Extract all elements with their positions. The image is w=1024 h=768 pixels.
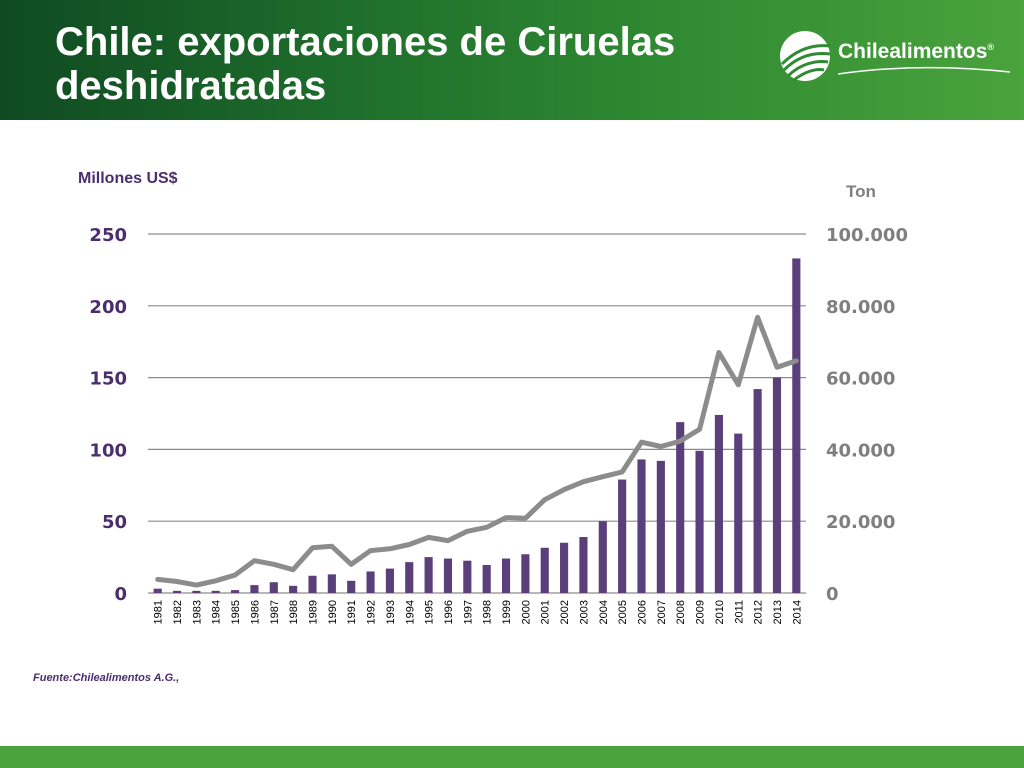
x-tick-label: 2007 — [656, 600, 668, 624]
bar — [192, 590, 201, 593]
bar — [211, 590, 220, 593]
x-tick-label: 2001 — [540, 600, 552, 624]
x-tick-label: 1981 — [153, 600, 165, 624]
bar — [734, 433, 743, 593]
x-tick-label: 1990 — [327, 600, 339, 624]
x-tick-label: 1985 — [230, 600, 242, 624]
y-ticks-right: 0 20.000 40.000 60.000 80.000 100.000 — [826, 225, 908, 605]
x-tick-label: 2002 — [559, 600, 571, 624]
x-tick-label: 1984 — [211, 600, 223, 624]
bar — [579, 536, 588, 593]
x-tick-label: 1994 — [404, 600, 416, 624]
x-tick-label: 1995 — [424, 600, 436, 624]
bar — [347, 580, 356, 593]
x-tick-label: 1988 — [288, 600, 300, 624]
x-tick-label: 2000 — [520, 600, 532, 624]
y-tick-label-right: 20.000 — [826, 512, 895, 533]
y-tick-label-right: 40.000 — [826, 440, 895, 461]
y-tick-label-left: 200 — [89, 297, 127, 318]
x-tick-label: 1982 — [172, 600, 184, 624]
y-ticks-left: 0 50 100 150 200 250 — [89, 225, 127, 605]
x-tick-label: 1997 — [462, 600, 474, 624]
bar — [753, 389, 762, 593]
y-tick-label-right: 60.000 — [826, 369, 895, 390]
logo-globe-icon — [780, 31, 831, 82]
x-tick-label: 1999 — [501, 600, 513, 624]
x-tick-label: 2010 — [714, 600, 726, 624]
x-tick-label: 2009 — [695, 600, 707, 624]
x-tick-label: 1986 — [249, 600, 261, 624]
bar — [560, 542, 569, 593]
bar — [327, 574, 336, 593]
bar — [463, 560, 472, 593]
x-tick-label: 2011 — [733, 600, 745, 624]
bar — [521, 554, 530, 593]
y-tick-label-left: 100 — [89, 440, 127, 461]
x-tick-label: 1996 — [443, 600, 455, 624]
bar — [714, 414, 723, 593]
bar — [308, 575, 317, 593]
x-tick-label: 2012 — [753, 600, 765, 624]
x-tick-label: 2008 — [675, 600, 687, 624]
x-tick-label: 1998 — [482, 600, 494, 624]
y-tick-label-left: 150 — [89, 369, 127, 390]
bar — [366, 571, 375, 593]
brand-logo: Chilealimentos® — [778, 30, 1011, 82]
bar — [231, 590, 240, 593]
logo-swoosh-icon — [837, 66, 1011, 75]
chart-gridlines — [148, 233, 806, 594]
x-tick-label: 1992 — [366, 600, 378, 624]
x-tick-label: 1987 — [269, 600, 281, 624]
header-banner: Chile: exportaciones de Ciruelas deshidr… — [0, 0, 1024, 120]
x-tick-label: 1989 — [308, 600, 320, 624]
x-tick-label: 2014 — [791, 600, 803, 624]
bar — [695, 450, 704, 593]
bar — [153, 588, 162, 593]
bar — [482, 564, 491, 593]
x-tick-label: 2006 — [637, 600, 649, 624]
bar — [405, 562, 414, 593]
x-tick-label: 2013 — [772, 600, 784, 624]
source-note: Fuente:Chilealimentos A.G., — [33, 672, 180, 684]
bar — [792, 258, 801, 593]
x-tick-label: 2005 — [617, 600, 629, 624]
bar — [637, 459, 646, 593]
bar — [250, 585, 259, 593]
bar — [385, 568, 394, 593]
y-tick-label-left: 50 — [102, 512, 127, 533]
bar — [676, 422, 685, 593]
line-series — [155, 314, 799, 588]
x-ticks: 1981 1982 1983 1984 1985 1986 1987 1988 1989 1990… — [153, 600, 804, 624]
tonnage-line — [155, 314, 799, 588]
slide-title: Chile: exportaciones de Ciruelas deshidr… — [55, 20, 676, 108]
x-tick-label: 1983 — [191, 600, 203, 624]
bar — [772, 377, 782, 593]
y-tick-label-left: 250 — [89, 225, 127, 246]
x-tick-label: 1993 — [385, 600, 397, 624]
bar — [540, 547, 549, 593]
y-tick-label-right: 0 — [826, 584, 839, 605]
y-tick-label-right: 80.000 — [826, 297, 895, 318]
y-axis-label-left: Millones US$ — [78, 170, 178, 187]
bar — [289, 585, 298, 593]
x-tick-label: 1991 — [346, 600, 358, 624]
x-tick-label: 2003 — [578, 600, 590, 624]
bar — [598, 521, 607, 593]
bar — [172, 590, 182, 593]
bar — [443, 558, 453, 593]
y-tick-label-left: 0 — [114, 584, 127, 605]
logo-wordmark: Chilealimentos® — [838, 40, 995, 63]
y-tick-label-right: 100.000 — [826, 225, 908, 246]
bar-series — [153, 258, 801, 593]
bar — [424, 557, 433, 593]
y-axis-label-right: Ton — [846, 182, 876, 201]
bar — [618, 479, 627, 593]
bar — [501, 558, 511, 593]
bar — [656, 460, 665, 593]
bar — [269, 582, 278, 593]
x-tick-label: 2004 — [598, 600, 610, 624]
footer-bar — [0, 746, 1024, 768]
